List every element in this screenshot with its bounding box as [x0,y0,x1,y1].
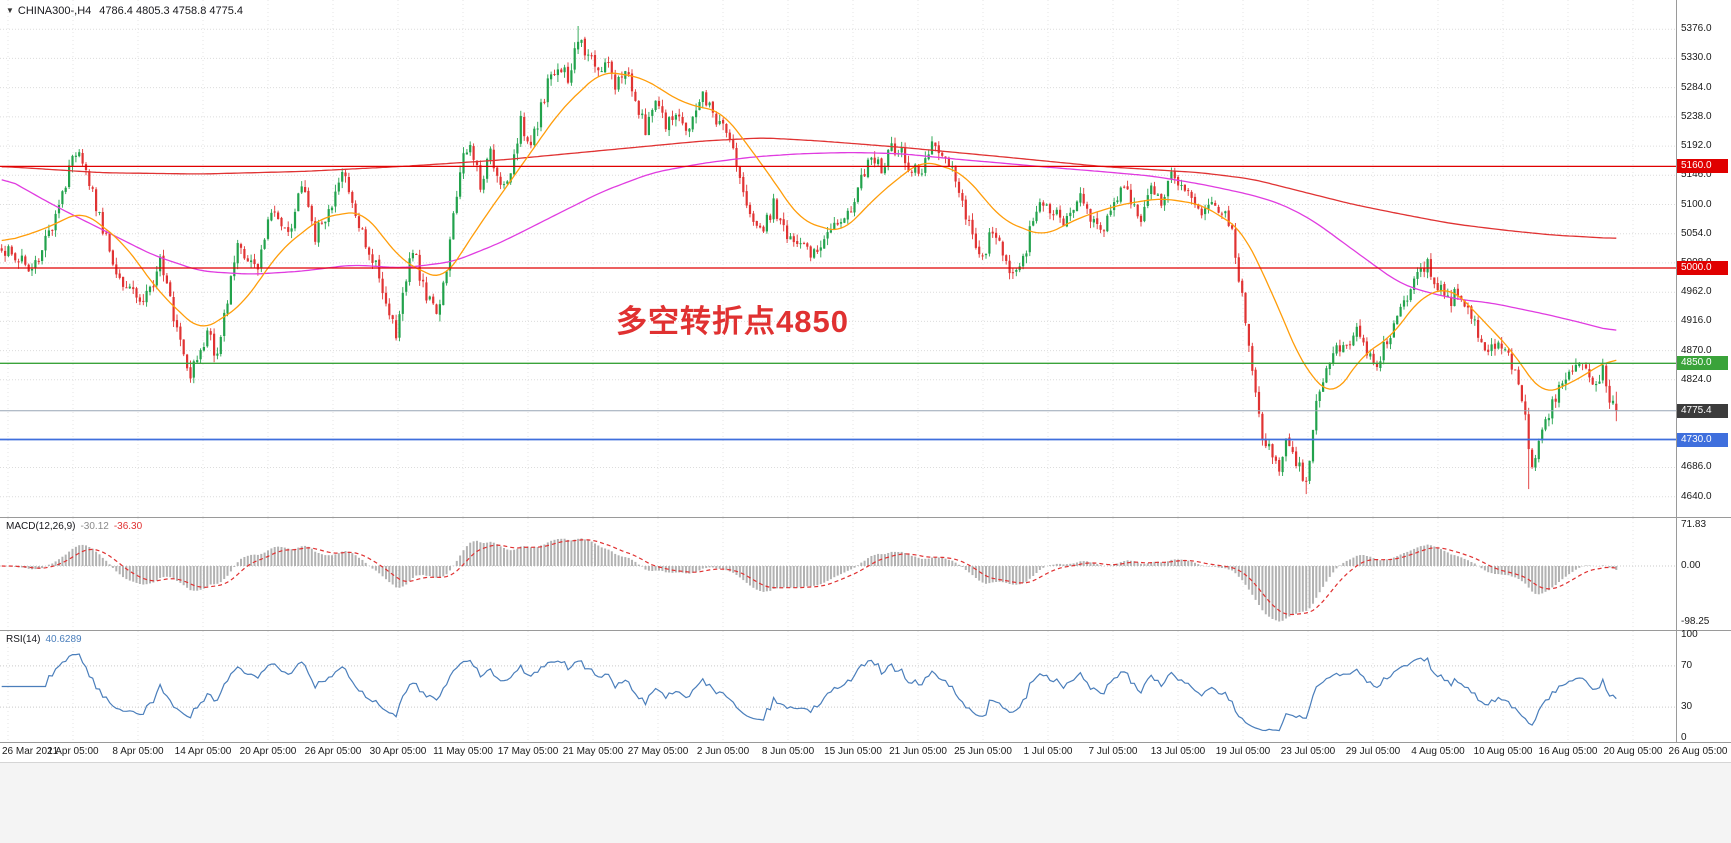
time-tick-label: 27 May 05:00 [627,746,689,757]
time-tick-label: 21 May 05:00 [562,746,624,757]
time-tick-label: 20 Aug 05:00 [1603,746,1663,757]
candles [0,26,1618,495]
macd-label-text: MACD(12,26,9) [6,521,76,532]
price-tick-label: 5376.0 [1681,23,1712,35]
ma-slow-red [1,137,1617,239]
rsi-axis[interactable]: 100 70 30 0 [1676,629,1731,743]
level-price-tag: 4730.0 [1677,432,1728,447]
rsi-indicator-label: RSI(14) 40.6289 [6,634,82,645]
time-tick-label: 25 Jun 05:00 [954,746,1012,757]
macd-signal-line [1,539,1617,616]
rsi-tick-label: 100 [1681,629,1698,640]
level-price-tag: 5160.0 [1677,159,1728,174]
time-tick-label: 26 Mar 2021 [2,746,59,757]
price-chart-panel[interactable]: ▼ CHINA300-,H4 4786.4 4805.3 4758.8 4775.4… [0,0,1676,517]
time-tick-label: 15 Jun 05:00 [824,746,882,757]
time-tick-label: 4 Aug 05:00 [1411,746,1465,757]
price-tick-label: 5146.0 [1681,169,1712,181]
ma-mid-magenta [1,151,1617,331]
time-tick-label: 14 Apr 05:00 [174,746,232,757]
time-tick-label: 13 Jul 05:00 [1150,746,1206,757]
price-tick-label: 4686.0 [1681,461,1712,473]
rsi-tick-label: 0 [1681,732,1687,743]
price-tick-label: 4824.0 [1681,373,1712,385]
symbol-title: CHINA300-,H4 [17,5,92,17]
time-tick-label: 10 Aug 05:00 [1473,746,1533,757]
price-tick-label: 4640.0 [1681,490,1712,502]
time-tick-label: 8 Jun 05:00 [761,746,815,757]
horizontal-level-lines[interactable] [0,165,1676,441]
macd-signal-value: -36.30 [113,521,143,532]
price-tick-label: 5100.0 [1681,198,1712,210]
time-tick-label: 1 Jul 05:00 [1023,746,1073,757]
time-tick-label: 26 Aug 05:00 [1668,746,1728,757]
level-price-tag: 4775.4 [1677,403,1728,418]
macd-main-value: -30.12 [80,521,109,532]
time-tick-label: 16 Aug 05:00 [1538,746,1598,757]
bottom-strip [0,762,1731,843]
macd-histogram [4,538,1618,622]
time-tick-label: 1 Apr 05:00 [47,746,99,757]
level-price-tag: 4850.0 [1677,356,1728,371]
price-tick-label: 5238.0 [1681,110,1712,122]
ohlc-readout: 4786.4 4805.3 4758.8 4775.4 [99,5,244,17]
macd-tick-label: 71.83 [1681,519,1707,531]
rsi-canvas[interactable] [0,631,1676,742]
time-tick-label: 8 Apr 05:00 [112,746,164,757]
annotation-text: 多空转折点4850 [616,304,849,339]
time-tick-label: 23 Jul 05:00 [1280,746,1336,757]
symbol-dropdown-icon[interactable]: ▼ [6,6,14,15]
rsi-tick-label: 30 [1681,701,1693,713]
time-tick-label: 19 Jul 05:00 [1215,746,1271,757]
time-axis[interactable]: 26 Mar 2021 1 Apr 05:00 8 Apr 05:00 14 Apr … [0,742,1731,762]
time-tick-label: 29 Jul 05:00 [1345,746,1401,757]
macd-indicator-label: MACD(12,26,9) -30.12 -36.30 [6,521,142,532]
macd-canvas[interactable] [0,518,1676,630]
rsi-panel[interactable]: RSI(14) 40.6289 [0,630,1676,742]
macd-tick-label: -98.25 [1681,615,1710,627]
time-tick-label: 21 Jun 05:00 [889,746,947,757]
price-tick-label: 4962.0 [1681,286,1712,298]
time-tick-label: 7 Jul 05:00 [1088,746,1138,757]
price-tick-label: 5054.0 [1681,227,1712,239]
macd-tick-label: 0.00 [1681,560,1701,571]
rsi-value: 40.6289 [45,634,82,645]
v-gridlines [7,631,1634,742]
macd-panel[interactable]: MACD(12,26,9) -30.12 -36.30 [0,517,1676,630]
price-tick-label: 5284.0 [1681,81,1712,93]
price-tick-label: 4870.0 [1681,344,1712,356]
price-axis[interactable]: 5376.0 5330.0 5284.0 5238.0 5192.0 5146.0 5100… [1676,0,1731,517]
level-price-tag: 5000.0 [1677,261,1728,276]
time-tick-label: 11 May 05:00 [433,746,493,757]
symbol-info-bar: ▼ CHINA300-,H4 4786.4 4805.3 4758.8 4775.4 [6,5,243,17]
time-tick-label: 20 Apr 05:00 [239,746,297,757]
price-tick-label: 5192.0 [1681,140,1712,152]
time-tick-label: 30 Apr 05:00 [369,746,427,757]
price-tick-label: 4916.0 [1681,315,1712,327]
macd-axis[interactable]: 71.83 0.00 -98.25 [1676,517,1731,630]
price-tick-label: 5330.0 [1681,52,1712,64]
price-chart-canvas[interactable] [0,0,1676,517]
h-gridlines [0,28,1676,498]
rsi-tick-label: 70 [1681,659,1693,671]
ma-fast-orange [1,72,1617,391]
time-tick-label: 2 Jun 05:00 [696,746,750,757]
rsi-line [1,653,1617,732]
time-tick-label: 17 May 05:00 [497,746,559,757]
rsi-label-text: RSI(14) [6,634,41,645]
time-tick-label: 26 Apr 05:00 [304,746,362,757]
